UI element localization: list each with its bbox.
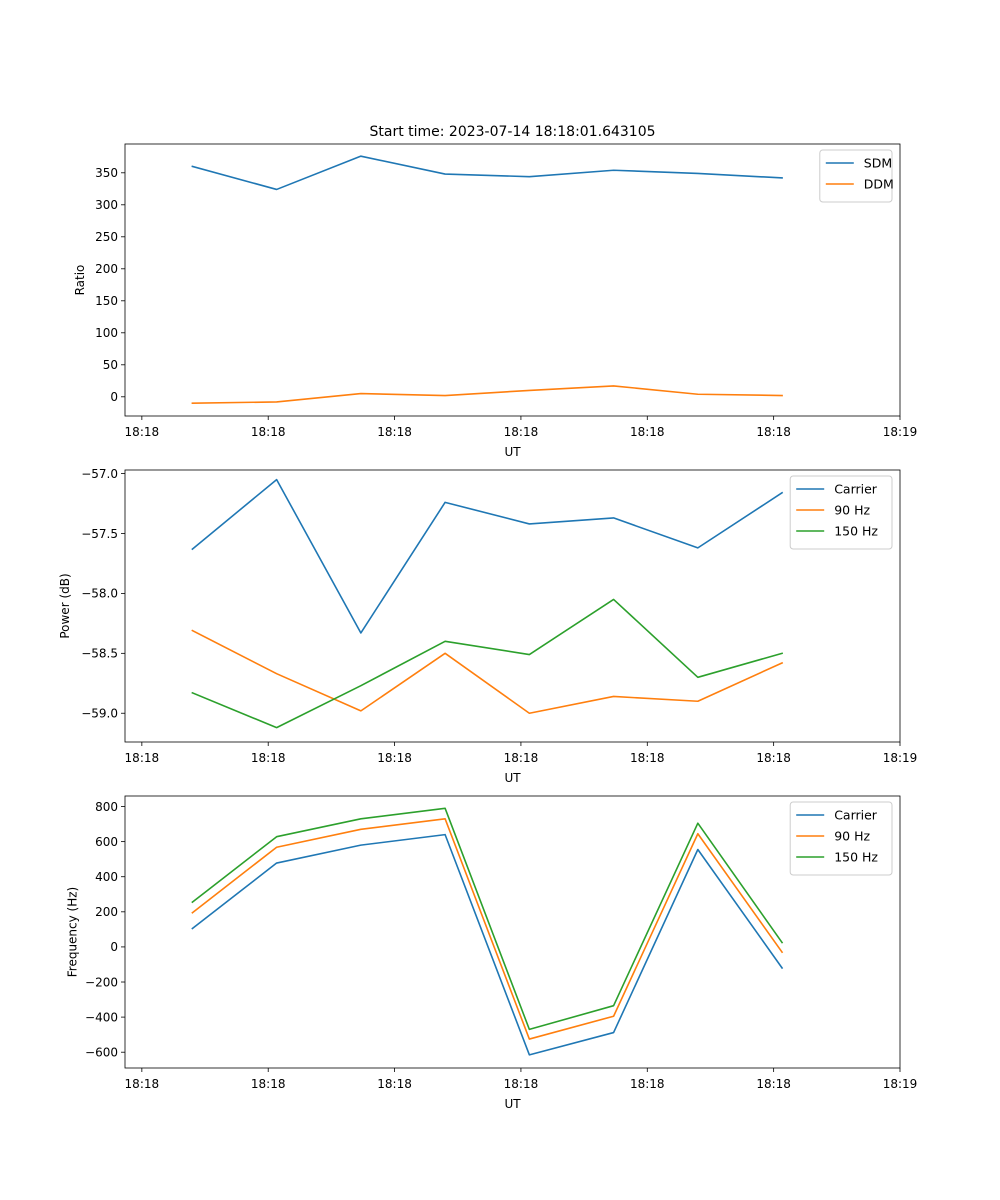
y-tick-label: −57.5 bbox=[81, 527, 118, 541]
y-tick-label: 150 bbox=[95, 294, 118, 308]
y-tick-label: −58.0 bbox=[81, 587, 118, 601]
x-tick-label: 18:19 bbox=[883, 425, 918, 439]
legend-label: 150 Hz bbox=[834, 850, 878, 865]
y-axis-label: Frequency (Hz) bbox=[66, 887, 80, 978]
y-tick-label: −57.0 bbox=[81, 467, 118, 481]
chart-2: 18:18 18:18 18:18 18:18 18:18 18:18 18:19 −59.0… bbox=[58, 467, 917, 785]
axes-frame bbox=[124, 143, 901, 417]
y-tick-label: 300 bbox=[95, 198, 118, 212]
y-tick-label: 600 bbox=[95, 835, 118, 849]
x-tick-label: 18:18 bbox=[756, 1077, 791, 1091]
legend: SDM DDM bbox=[819, 149, 894, 203]
series-line-90-hz bbox=[191, 629, 784, 715]
x-tick-label: 18:18 bbox=[504, 1077, 539, 1091]
x-tick-label: 18:18 bbox=[377, 425, 412, 439]
y-tick-label: −59.0 bbox=[81, 707, 118, 721]
x-tick-label: 18:18 bbox=[630, 751, 665, 765]
y-tick-label: −58.5 bbox=[81, 647, 118, 661]
y-tick-label: 100 bbox=[95, 326, 118, 340]
axes-frame bbox=[124, 469, 901, 743]
series-line-150-hz bbox=[191, 598, 784, 729]
series-line-ddm bbox=[191, 385, 783, 405]
y-axis-label: Ratio bbox=[73, 265, 87, 296]
y-tick-label: 350 bbox=[95, 166, 118, 180]
y-tick-label: −400 bbox=[85, 1010, 118, 1024]
legend-label: Carrier bbox=[834, 808, 878, 823]
x-tick-label: 18:18 bbox=[630, 425, 665, 439]
series-line-150-hz bbox=[191, 807, 784, 1031]
legend-label: SDM bbox=[864, 156, 892, 171]
x-tick-label: 18:18 bbox=[125, 1077, 160, 1091]
y-axis-label: Power (dB) bbox=[58, 573, 72, 638]
x-tick-label: 18:18 bbox=[251, 1077, 286, 1091]
legend-label: Carrier bbox=[834, 482, 878, 497]
x-tick-label: 18:19 bbox=[883, 1077, 918, 1091]
x-tick-label: 18:18 bbox=[504, 425, 539, 439]
series-line-90-hz bbox=[191, 818, 784, 1040]
x-tick-label: 18:18 bbox=[630, 1077, 665, 1091]
y-tick-label: −600 bbox=[85, 1046, 118, 1060]
x-axis-label: UT bbox=[504, 445, 521, 459]
legend-label: 90 Hz bbox=[834, 503, 870, 518]
series-line-carrier bbox=[191, 833, 784, 1056]
chart-3: 18:18 18:18 18:18 18:18 18:18 18:18 18:19 −600 −… bbox=[66, 795, 918, 1111]
x-tick-label: 18:18 bbox=[251, 751, 286, 765]
x-tick-label: 18:18 bbox=[756, 425, 791, 439]
x-axis-label: UT bbox=[504, 771, 521, 785]
y-tick-label: −200 bbox=[85, 975, 118, 989]
legend-label: 90 Hz bbox=[834, 829, 870, 844]
legend-label: 150 Hz bbox=[834, 524, 878, 539]
x-tick-label: 18:18 bbox=[377, 751, 412, 765]
x-tick-label: 18:18 bbox=[756, 751, 791, 765]
legend: Carrier 90 Hz 150 Hz bbox=[789, 801, 893, 876]
chart-1: Start time: 2023-07-14 18:18:01.643105 18… bbox=[73, 124, 917, 459]
y-tick-label: 200 bbox=[95, 905, 118, 919]
legend: Carrier 90 Hz 150 Hz bbox=[789, 475, 893, 550]
x-tick-label: 18:18 bbox=[125, 425, 160, 439]
y-tick-label: 400 bbox=[95, 870, 118, 884]
y-tick-label: 0 bbox=[110, 940, 118, 954]
x-tick-label: 18:18 bbox=[251, 425, 286, 439]
legend-label: DDM bbox=[864, 177, 894, 192]
x-tick-label: 18:18 bbox=[377, 1077, 412, 1091]
y-tick-label: 250 bbox=[95, 230, 118, 244]
x-tick-label: 18:19 bbox=[883, 751, 918, 765]
x-tick-label: 18:18 bbox=[125, 751, 160, 765]
x-axis-label: UT bbox=[504, 1097, 521, 1111]
chart-title: Start time: 2023-07-14 18:18:01.643105 bbox=[369, 124, 655, 140]
x-tick-label: 18:18 bbox=[504, 751, 539, 765]
y-tick-label: 800 bbox=[95, 800, 118, 814]
axes-frame bbox=[124, 795, 901, 1069]
y-tick-label: 0 bbox=[110, 390, 118, 404]
series-line-sdm bbox=[191, 155, 783, 191]
series-line-carrier bbox=[191, 478, 784, 634]
y-tick-label: 200 bbox=[95, 262, 118, 276]
y-tick-label: 50 bbox=[103, 358, 118, 372]
